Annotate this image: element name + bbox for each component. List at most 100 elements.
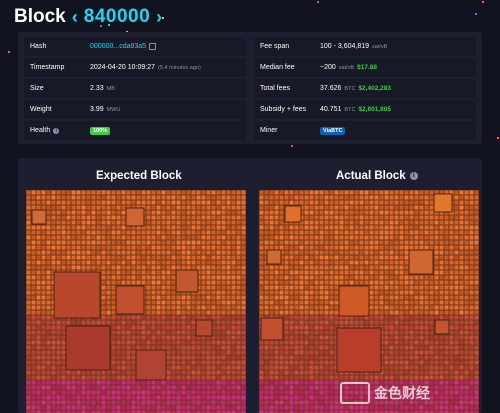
tx-cell[interactable] [216, 280, 221, 285]
tx-cell[interactable] [404, 260, 409, 265]
tx-cell[interactable] [121, 335, 126, 340]
tx-cell[interactable] [389, 375, 394, 380]
tx-cell[interactable] [444, 220, 449, 225]
tx-cell[interactable] [226, 285, 231, 290]
tx-cell[interactable] [206, 360, 211, 365]
tx-cell[interactable] [231, 240, 236, 245]
tx-cell[interactable] [369, 405, 374, 410]
tx-cell[interactable] [349, 315, 354, 320]
tx-cell[interactable] [259, 300, 264, 305]
tx-cell[interactable] [289, 305, 294, 310]
tx-cell[interactable] [354, 240, 359, 245]
tx-cell[interactable] [61, 405, 66, 410]
tx-cell[interactable] [429, 190, 434, 195]
tx-cell[interactable] [309, 280, 314, 285]
tx-cell[interactable] [231, 395, 236, 400]
tx-cell[interactable] [319, 385, 324, 390]
tx-cell[interactable] [111, 350, 116, 355]
tx-cell[interactable] [191, 235, 196, 240]
tx-cell[interactable] [136, 270, 141, 275]
tx-cell[interactable] [464, 310, 469, 315]
tx-cell[interactable] [339, 260, 344, 265]
tx-cell[interactable] [171, 195, 176, 200]
tx-cell[interactable] [201, 230, 206, 235]
tx-cell[interactable] [26, 380, 31, 385]
tx-cell[interactable] [111, 370, 116, 375]
tx-cell[interactable] [226, 295, 231, 300]
tx-cell[interactable] [314, 305, 319, 310]
tx-cell[interactable] [259, 395, 264, 400]
tx-cell[interactable] [314, 280, 319, 285]
tx-cell[interactable] [364, 245, 369, 250]
tx-cell[interactable] [116, 390, 121, 395]
tx-cell[interactable] [86, 200, 91, 205]
tx-cell[interactable] [419, 305, 424, 310]
tx-cell[interactable] [344, 220, 349, 225]
tx-cell[interactable] [379, 240, 384, 245]
tx-cell[interactable] [161, 330, 166, 335]
tx-cell[interactable] [304, 220, 309, 225]
tx-cell[interactable] [329, 240, 334, 245]
tx-cell[interactable] [369, 240, 374, 245]
tx-cell[interactable] [274, 285, 279, 290]
tx-cell[interactable] [389, 195, 394, 200]
tx-cell[interactable] [186, 240, 191, 245]
tx-cell[interactable] [141, 230, 146, 235]
tx-cell[interactable] [206, 290, 211, 295]
tx-cell[interactable] [46, 305, 51, 310]
tx-cell[interactable] [379, 285, 384, 290]
tx-cell[interactable] [259, 220, 264, 225]
tx-cell[interactable] [389, 400, 394, 405]
tx-cell[interactable] [334, 200, 339, 205]
tx-cell[interactable] [46, 265, 51, 270]
tx-cell[interactable] [269, 235, 274, 240]
tx-cell[interactable] [151, 255, 156, 260]
tx-cell[interactable] [221, 370, 226, 375]
tx-cell[interactable] [309, 305, 314, 310]
tx-cell[interactable] [116, 210, 121, 215]
tx-cell[interactable] [156, 305, 161, 310]
tx-cell[interactable] [304, 325, 309, 330]
tx-cell[interactable] [439, 355, 444, 360]
tx-cell[interactable] [131, 230, 136, 235]
tx-cell[interactable] [414, 195, 419, 200]
tx-cell[interactable] [414, 360, 419, 365]
tx-cell[interactable] [51, 325, 56, 330]
tx-cell[interactable] [444, 255, 449, 260]
tx-cell[interactable] [309, 325, 314, 330]
tx-cell[interactable] [409, 330, 414, 335]
tx-cell[interactable] [36, 365, 41, 370]
tx-cell[interactable] [364, 255, 369, 260]
tx-cell[interactable] [259, 260, 264, 265]
tx-cell[interactable] [324, 345, 329, 350]
tx-cell[interactable] [136, 330, 141, 335]
tx-cell[interactable] [41, 355, 46, 360]
tx-cell[interactable] [284, 350, 289, 355]
tx-cell[interactable] [66, 210, 71, 215]
tx-cell[interactable] [41, 285, 46, 290]
tx-cell[interactable] [126, 260, 131, 265]
tx-cell[interactable] [91, 235, 96, 240]
tx-cell[interactable] [36, 295, 41, 300]
tx-cell[interactable] [384, 220, 389, 225]
tx-cell[interactable] [206, 375, 211, 380]
tx-cell[interactable] [399, 220, 404, 225]
tx-cell[interactable] [241, 210, 246, 215]
tx-cell[interactable] [454, 265, 459, 270]
tx-cell[interactable] [131, 340, 136, 345]
tx-cell[interactable] [241, 260, 246, 265]
tx-cell[interactable] [226, 245, 231, 250]
tx-cell[interactable] [459, 380, 464, 385]
tx-cell[interactable] [389, 295, 394, 300]
tx-cell[interactable] [384, 365, 389, 370]
tx-cell[interactable] [264, 375, 269, 380]
tx-cell[interactable] [76, 200, 81, 205]
tx-cell[interactable] [221, 375, 226, 380]
tx-cell[interactable] [444, 300, 449, 305]
tx-cell[interactable] [51, 225, 56, 230]
large-tx[interactable] [175, 269, 199, 293]
tx-cell[interactable] [444, 355, 449, 360]
tx-cell[interactable] [221, 330, 226, 335]
tx-cell[interactable] [26, 325, 31, 330]
tx-cell[interactable] [294, 275, 299, 280]
